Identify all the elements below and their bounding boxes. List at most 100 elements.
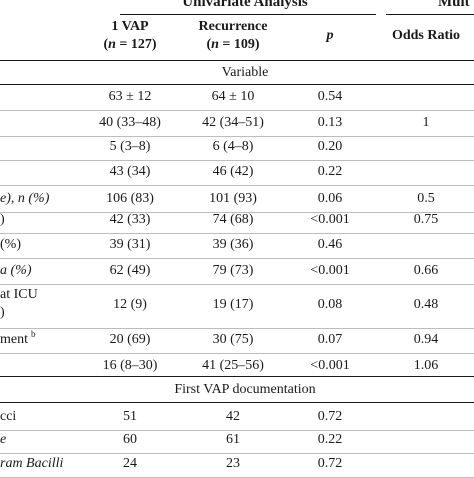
odds-ratio-value: 0.48 [413,297,439,312]
p-value: <0.001 [310,358,350,373]
vap-value: 51 [123,409,137,424]
p-value: 0.22 [317,432,343,447]
col-or-title: Odds Ratio [391,28,461,43]
footnote-marker: b [31,329,36,340]
row-label-text: (%) [0,237,21,252]
p-value: <0.001 [310,212,350,227]
row-divider [0,160,474,161]
recurrence-value: 41 (25–56) [202,358,264,373]
col-vap-header: 1 VAP (n = 127) [80,18,180,54]
p-value: 0.46 [317,237,343,252]
p-value: <0.001 [310,263,350,278]
p-value: 0.06 [317,191,343,206]
row-label-text: ment [0,332,28,347]
section-rule-3 [0,402,474,403]
odds-ratio-value: 1.06 [413,358,439,373]
recurrence-value: 64 ± 10 [211,89,255,104]
vap-value: 24 [123,456,137,471]
odds-ratio-value: 0.75 [413,212,439,227]
row-divider [0,110,474,111]
recurrence-value: 74 (68) [212,212,254,227]
recurrence-value: 23 [226,456,240,471]
vap-value: 5 (3–8) [109,139,151,154]
univariate-header: Univariate Analysis [182,0,308,10]
row-label-text: ) [0,212,5,227]
row-label: e), n (%) [0,190,49,208]
row-divider [0,430,474,431]
recurrence-value: 46 (42) [212,164,254,179]
p-value: 0.72 [317,409,343,424]
row-label-text: e), n (%) [0,191,50,206]
row-label: at ICU) [0,286,38,322]
vap-value: 42 (33) [109,212,151,227]
recurrence-value: 101 (93) [209,191,257,206]
vap-value: 43 (34) [109,164,151,179]
row-label-text: cci [0,409,17,424]
multivariate-underline [386,14,474,15]
row-label-text: at ICU [0,287,38,302]
p-value: 0.08 [317,297,343,312]
col-rec-title: Recurrence [198,19,268,34]
multivariate-header: Mult [438,0,470,10]
row-label: cci [0,408,16,426]
p-value: 0.72 [317,456,343,471]
row-label-text: e [0,432,7,447]
section-first-vap: First VAP documentation [174,382,316,397]
column-headers: 1 VAP (n = 127) Recurrence (n = 109) p O… [0,18,474,60]
row-label-line2: ) [0,305,5,320]
vap-value: 20 (69) [109,332,151,347]
vap-value: 63 ± 12 [108,89,152,104]
recurrence-value: 79 (73) [212,263,254,278]
recurrence-value: 42 [226,409,240,424]
section-rule-2 [0,376,474,377]
odds-ratio-value: 0.66 [413,263,439,278]
row-divider [0,233,474,234]
col-p-header: p [290,27,370,45]
col-rec-header: Recurrence (n = 109) [180,18,286,54]
row-divider [0,185,474,186]
section-rule-1 [0,84,474,85]
p-value: 0.22 [317,164,343,179]
row-label: ment b [0,329,36,349]
p-value: 0.07 [317,332,343,347]
vap-value: 16 (8–30) [102,358,158,373]
col-vap-title: 1 VAP [111,19,149,34]
odds-ratio-value: 0.5 [417,191,435,206]
col-vap-n: (n = 127) [103,37,157,52]
recurrence-value: 61 [226,432,240,447]
recurrence-value: 39 (36) [212,237,254,252]
header-rule [0,60,474,61]
row-divider [0,136,474,137]
vap-value: 60 [123,432,137,447]
table-group-header: Univariate Analysis Mult [0,0,474,12]
row-label-text: ram Bacilli [0,456,64,471]
row-label: ram Bacilli [0,455,63,473]
p-value: 0.20 [317,139,343,154]
vap-value: 106 (83) [106,191,154,206]
row-label-text: a (%) [0,263,32,278]
col-p-title: p [326,28,334,43]
vap-value: 12 (9) [113,297,147,312]
section-variable: Variable [221,65,269,80]
p-value: 0.13 [317,115,343,130]
row-label: e [0,431,6,449]
recurrence-value: 19 (17) [212,297,254,312]
univariate-underline [120,14,376,15]
row-divider [0,258,474,259]
vap-value: 62 (49) [109,263,151,278]
row-divider [0,212,474,213]
row-divider [0,453,474,454]
row-divider [0,353,474,354]
recurrence-value: 30 (75) [212,332,254,347]
col-or-header: Odds Ratio [378,27,474,45]
odds-ratio-value: 0.94 [413,332,439,347]
col-rec-n: (n = 109) [206,37,260,52]
row-label: (%) [0,236,21,254]
row-label: a (%) [0,262,32,280]
odds-ratio-value: 1 [422,115,430,130]
vap-value: 40 (33–48) [99,115,161,130]
vap-value: 39 (31) [109,237,151,252]
row-divider [0,284,474,285]
recurrence-value: 42 (34–51) [202,115,264,130]
